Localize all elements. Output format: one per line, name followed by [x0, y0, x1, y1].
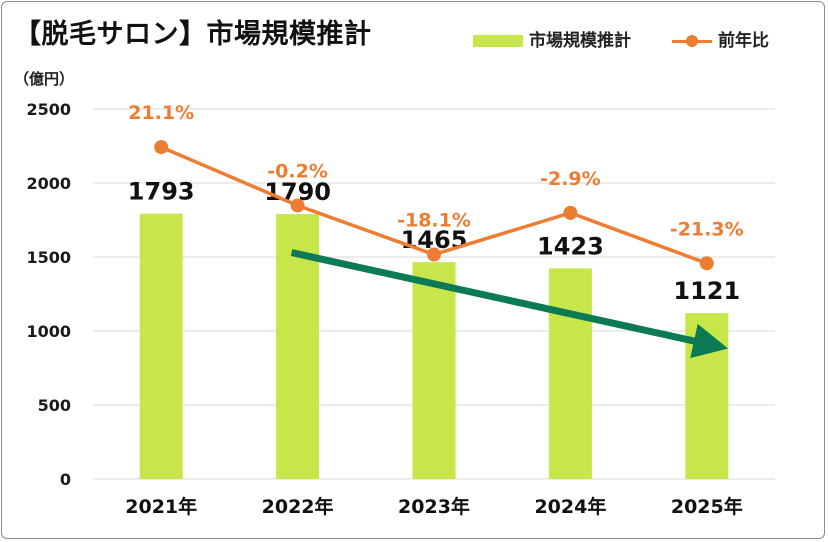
y-tick-label: 500 [38, 396, 71, 415]
line-data-label: -18.1% [397, 210, 471, 232]
x-tick-label: 2025年 [671, 495, 743, 518]
y-axis-ticks: 0 500 1000 1500 2000 2500 [26, 100, 71, 489]
bar-series [139, 213, 729, 480]
x-tick-label: 2022年 [262, 495, 334, 518]
y-axis-unit: （億円） [14, 70, 75, 88]
x-axis-ticks: 2021年 2022年 2023年 2024年 2025年 [125, 495, 742, 518]
line-data-label: -21.3% [670, 218, 744, 240]
legend-item-line: 前年比 [672, 26, 769, 51]
line-point [290, 198, 305, 213]
y-tick-label: 1500 [26, 248, 71, 267]
line-data-label: -2.9% [540, 168, 601, 190]
x-tick-label: 2023年 [398, 495, 470, 518]
line-point [563, 205, 578, 220]
line-data-label: -0.2% [267, 160, 328, 182]
legend-swatch-line [672, 35, 712, 47]
bar-data-label: 1121 [673, 277, 740, 305]
legend-swatch-bar [473, 35, 523, 47]
chart-title: 【脱毛サロン】市場規模推計 [14, 19, 372, 50]
legend-item-bars: 市場規模推計 [473, 26, 631, 51]
bar [548, 268, 592, 479]
line-data-labels: 21.1% -0.2% -18.1% -2.9% -21.3% [128, 102, 743, 240]
x-tick-label: 2024年 [534, 495, 606, 518]
line-point [427, 247, 441, 262]
line-data-label: 21.1% [128, 102, 194, 124]
y-tick-label: 0 [60, 470, 71, 489]
x-tick-label: 2021年 [125, 495, 197, 518]
bar-data-label: 1793 [128, 178, 195, 206]
y-tick-label: 2000 [26, 174, 71, 193]
legend-label-bar: 市場規模推計 [529, 31, 631, 51]
trend-arrow [290, 249, 729, 359]
bar [139, 213, 183, 480]
bar-data-label: 1423 [537, 232, 604, 260]
bar [412, 262, 456, 479]
legend-label-line: 前年比 [718, 31, 769, 51]
trend-annotation [290, 249, 729, 359]
y-tick-label: 2500 [26, 100, 71, 119]
line-point [154, 140, 169, 155]
line-point [699, 256, 714, 271]
y-tick-label: 1000 [26, 322, 71, 341]
line-series [154, 140, 714, 271]
